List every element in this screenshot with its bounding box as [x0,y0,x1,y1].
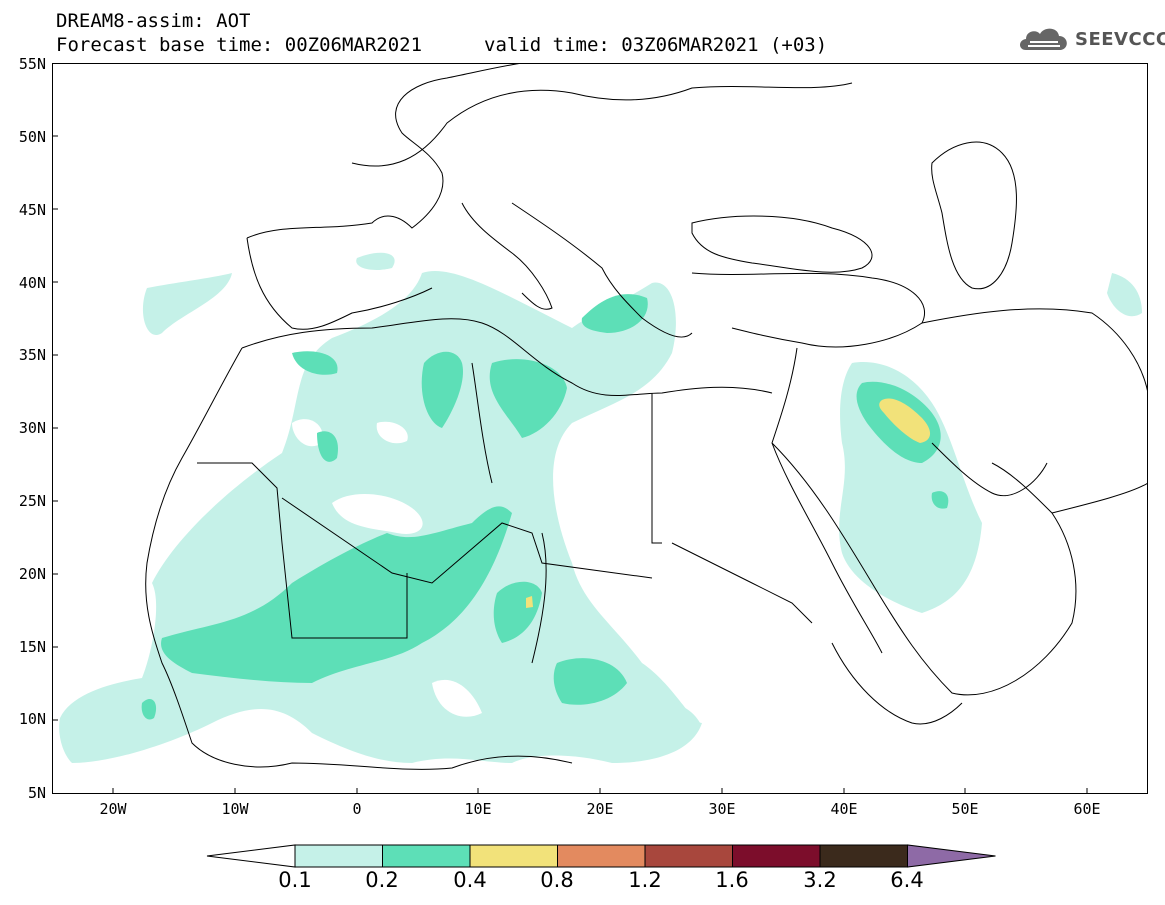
lat-label: 45N [18,201,46,219]
map-title: DREAM8-assim: AOT [56,10,251,32]
colorbar-segment [907,844,996,868]
colorbar-segment [557,844,646,868]
forecast-base-time: Forecast base time: 00Z06MAR2021 [56,34,423,56]
lon-label: 40E [830,800,858,818]
colorbar-label: 0.1 [278,868,312,892]
lon-label: 0 [352,800,362,818]
colorbar-label: 3.2 [803,868,837,892]
lon-label: 10E [464,800,492,818]
colorbar-segment [469,844,558,868]
lat-label: 40N [18,274,46,292]
lon-label: 20E [586,800,614,818]
aot-high-shading [526,398,931,608]
lat-label: 10N [18,710,46,728]
colorbar-segment [819,844,908,868]
cloud-icon [1020,28,1067,50]
colorbar-label: 6.4 [890,868,924,892]
lat-label: 15N [18,638,46,656]
valid-time: valid time: 03Z06MAR2021 (+03) [484,34,828,56]
lon-label: 50E [951,800,979,818]
colorbar-label: 0.8 [540,868,574,892]
lon-label: 60E [1073,800,1101,818]
seevccc-logo: SEEVCCC [1016,22,1165,56]
map-plot [52,63,1148,794]
axis-ticks [52,135,1088,794]
logo-text: SEEVCCC [1075,28,1165,50]
lat-label: 50N [18,128,46,146]
colorbar-label: 0.4 [453,868,487,892]
colorbar-segment [644,844,733,868]
lon-label: 30E [708,800,736,818]
lon-label: 20W [99,800,127,818]
colorbar-segment [382,844,471,868]
lat-label: 5N [27,784,46,802]
colorbar-label: 0.2 [365,868,399,892]
lat-label: 30N [18,419,46,437]
colorbar-segment [294,844,383,868]
colorbar-segment [206,844,296,868]
lat-label: 25N [18,492,46,510]
colorbar-label: 1.6 [715,868,749,892]
coastlines-and-borders [145,63,1148,770]
lat-label: 20N [18,565,46,583]
colorbar-segment [732,844,821,868]
colorbar [206,844,996,868]
lon-label: 10W [221,800,249,818]
lat-label: 35N [18,346,46,364]
colorbar-label: 1.2 [628,868,662,892]
lat-label: 55N [18,55,46,73]
